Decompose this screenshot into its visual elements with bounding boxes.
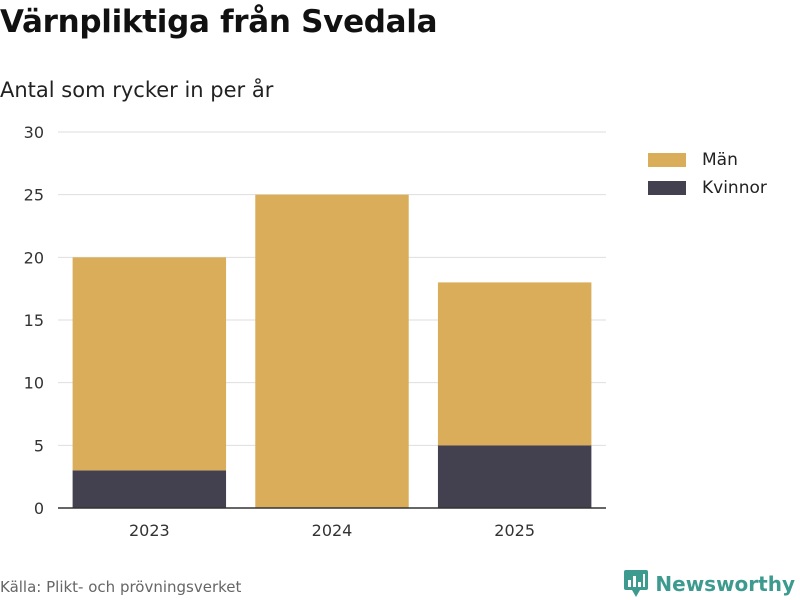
y-tick-label: 20	[24, 248, 44, 267]
newsworthy-logo-text: Newsworthy	[655, 572, 795, 596]
newsworthy-logo: Newsworthy	[623, 569, 795, 599]
legend-item-man: Män	[648, 146, 767, 174]
bar-man-2025	[437, 282, 592, 446]
x-tick-label: 2025	[494, 521, 535, 540]
y-tick-label: 5	[34, 436, 44, 455]
y-tick-label: 15	[24, 311, 44, 330]
chart-title: Värnpliktiga från Svedala	[0, 4, 438, 40]
legend-label-kvinnor: Kvinnor	[702, 178, 767, 198]
legend-label-man: Män	[702, 150, 738, 170]
y-tick-label: 30	[24, 123, 44, 142]
bar-man-2024	[255, 194, 409, 508]
legend-swatch-man	[648, 153, 686, 167]
newsworthy-logo-icon	[624, 570, 649, 597]
x-tick-label: 2023	[129, 521, 170, 540]
y-tick-label: 10	[24, 374, 44, 393]
x-tick-label: 2024	[312, 521, 353, 540]
bar-man-2023	[72, 257, 227, 471]
legend-item-kvinnor: Kvinnor	[648, 174, 767, 202]
bar-kvinnor-2025	[437, 445, 592, 508]
source-note: Källa: Plikt- och prövningsverket	[0, 578, 242, 596]
y-tick-label: 0	[34, 499, 44, 518]
bar-kvinnor-2023	[72, 470, 227, 508]
legend: Män Kvinnor	[648, 146, 767, 202]
chart-subtitle: Antal som rycker in per år	[0, 78, 274, 102]
y-tick-label: 25	[24, 186, 44, 205]
legend-swatch-kvinnor	[648, 181, 686, 195]
